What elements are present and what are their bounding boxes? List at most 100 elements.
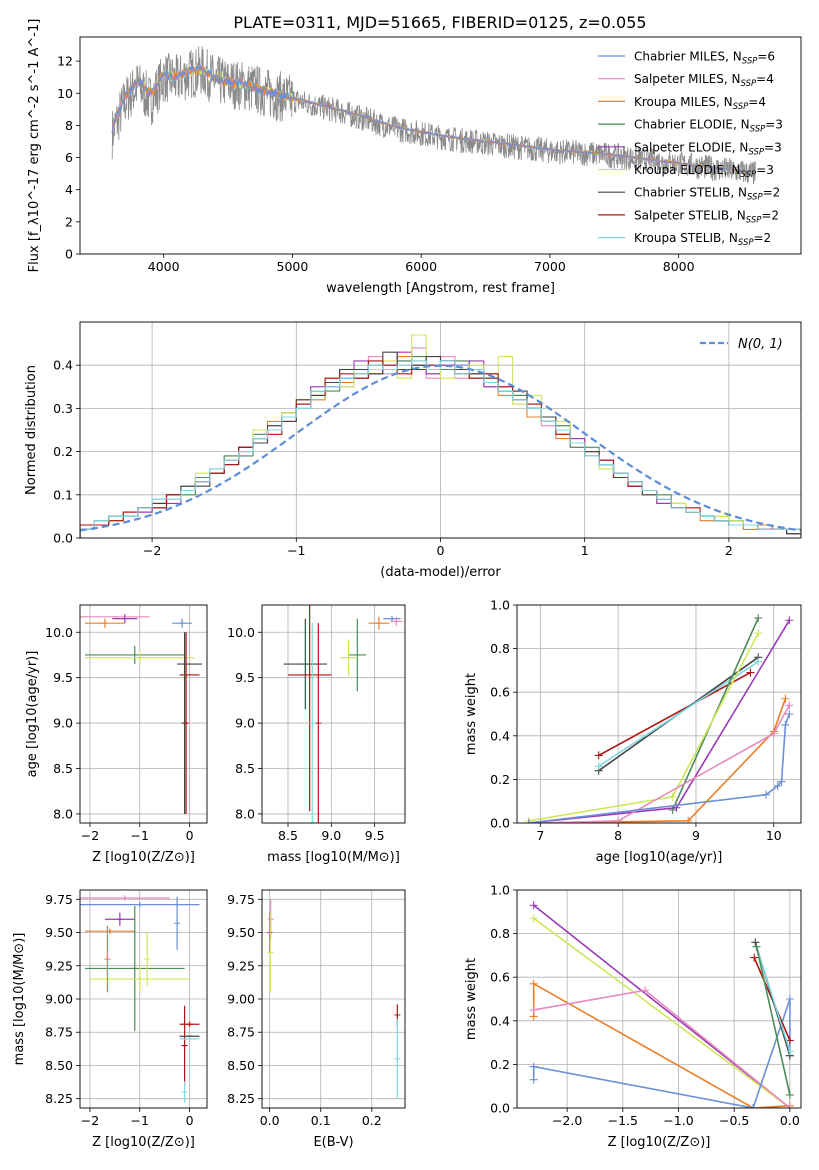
- massweight-vs-age-point-marker: [769, 729, 778, 738]
- massweight-vs-age-point-marker: [614, 816, 623, 823]
- massweight-vs-z-series-line: [533, 917, 791, 1108]
- mass-vs-z-ytick-label: 9.25: [45, 958, 73, 973]
- age-vs-mass-ytick-label: 8.0: [235, 806, 255, 821]
- massweight-vs-age-frame: [516, 604, 802, 824]
- massweight-vs-age-series-line: [540, 704, 791, 823]
- spectrum-axes: 4000 5000 6000 7000 8000 0 2 4 6 8 10 12 wavelength …: [27, 19, 695, 296]
- mass-vs-z-ytick-label: 9.75: [45, 892, 73, 907]
- mass-vs-ebv-ytick-label: 9.50: [227, 925, 255, 940]
- mass-vs-z-xtick-label: −2: [81, 1113, 99, 1128]
- age-vs-z-ytick-label: 9.0: [53, 716, 73, 731]
- spectrum-xtick-label: 6000: [405, 259, 437, 274]
- massweight-vs-age-series-line: [598, 671, 751, 757]
- age-vs-z-ytick-label: 9.5: [53, 670, 73, 685]
- spectrum-ytick-label: 4: [65, 182, 73, 197]
- histogram-xlabel: (data-model)/error: [380, 565, 501, 580]
- histogram-ytick-label: 0.4: [53, 358, 73, 373]
- age-vs-z-ylabel: age [log10(age/yr)]: [25, 651, 40, 778]
- mass-vs-z-axes: −2 −1 0 8.25 8.50 8.75 9.00 9.25 9.50 9.75 Z [log1…: [12, 890, 207, 1150]
- histogram-ytick-label: 0.0: [53, 531, 73, 546]
- histogram-axes: −2 −1 0 1 2 0.0 0.1 0.2 0.3 0.4 (data-model)/error…: [24, 322, 801, 580]
- massweight-vs-age-point-marker: [668, 792, 677, 801]
- massweight-vs-z-ytick-label: 0.2: [490, 1057, 510, 1072]
- spectrum-ylabel: Flux [f_λ10^-17 erg cm^-2 s^-1 A^-1]: [27, 19, 42, 273]
- age-vs-z-ytick-label: 10.0: [45, 625, 73, 640]
- legend-label: Chabrier MILES, NSSP=6: [634, 50, 775, 67]
- age-vs-mass-xtick-label: 9.0: [321, 828, 341, 843]
- massweight-vs-z-series-line: [532, 982, 790, 1108]
- massweight-vs-age-point-marker: [536, 819, 545, 823]
- histogram-step-line: [80, 360, 801, 538]
- massweight-vs-age-point-marker: [754, 657, 763, 666]
- massweight-vs-z-xtick-label: −1.0: [663, 1113, 693, 1128]
- massweight-vs-age-ytick-label: 0.2: [490, 772, 510, 787]
- legend-label: N(0, 1): [738, 337, 783, 352]
- age-vs-mass-xtick-label: 9.5: [365, 828, 385, 843]
- spectrum-legend: Chabrier MILES, NSSP=6 Salpeter MILES, NS…: [598, 50, 783, 248]
- mass-vs-ebv-xtick-label: 0.1: [311, 1113, 331, 1128]
- massweight-vs-z-ytick-label: 1.0: [490, 883, 510, 898]
- mass-vs-z-ytick-label: 9.00: [45, 992, 73, 1007]
- massweight-vs-z-xlabel: Z [log10(Z/Z⊙)]: [608, 1135, 711, 1150]
- legend-label: Chabrier ELODIE, NSSP=3: [634, 118, 783, 135]
- massweight-vs-age-ytick-label: 0.8: [490, 641, 510, 656]
- massweight-vs-age-series-line: [528, 713, 791, 823]
- massweight-vs-z-point-marker: [749, 1104, 758, 1108]
- massweight-vs-z-series-line: [755, 946, 791, 1052]
- massweight-vs-age-xtick-label: 7: [536, 828, 544, 843]
- mass-vs-ebv-xtick-label: 0.0: [260, 1113, 280, 1128]
- massweight-vs-age-ytick-label: 1.0: [490, 598, 510, 613]
- histogram-xtick-label: −2: [143, 543, 161, 558]
- mass-vs-z-xtick-label: −1: [131, 1113, 149, 1128]
- legend-label: Salpeter MILES, NSSP=4: [634, 72, 774, 89]
- massweight-vs-z-ytick-label: 0.6: [490, 970, 510, 985]
- histogram-xtick-label: −1: [287, 543, 305, 558]
- massweight-vs-age-axes: 7 8 9 10 0.0 0.2 0.4 0.6 0.8 1.0 age [log10(age/yr…: [464, 598, 801, 865]
- spectrum-ytick-label: 10: [57, 86, 73, 101]
- massweight-vs-z-point-marker: [751, 938, 760, 947]
- age-vs-mass-xtick-label: 8.5: [278, 828, 298, 843]
- mass-vs-ebv-frame: [261, 889, 406, 1109]
- spectrum-frame: [79, 36, 802, 255]
- mass-vs-ebv-xtick-label: 0.2: [362, 1113, 382, 1128]
- massweight-vs-z-point-marker: [785, 1090, 794, 1099]
- spectrum-xtick-label: 4000: [148, 259, 180, 274]
- massweight-vs-z-point-marker: [785, 1047, 794, 1056]
- mass-vs-ebv-ytick-label: 9.00: [227, 992, 255, 1007]
- massweight-vs-age-point-marker: [594, 751, 603, 760]
- mass-vs-ebv-plot-area: [266, 899, 401, 1099]
- age-vs-z-xtick-label: −1: [131, 828, 149, 843]
- massweight-vs-z-point-marker: [641, 986, 650, 995]
- figure-title: PLATE=0311, MJD=51665, FIBERID=0125, z=0…: [233, 13, 646, 32]
- histogram-normal-curve: [80, 364, 801, 532]
- massweight-vs-z-ytick-label: 0.8: [490, 926, 510, 941]
- mass-vs-ebv-ytick-label: 8.50: [227, 1058, 255, 1073]
- legend-label: Kroupa STELIB, NSSP=2: [634, 231, 771, 248]
- age-vs-z-xtick-label: −2: [81, 828, 99, 843]
- massweight-vs-age-xtick-label: 8: [614, 828, 622, 843]
- massweight-vs-z-xtick-label: −0.5: [719, 1113, 749, 1128]
- massweight-vs-age-ytick-label: 0.0: [490, 816, 510, 831]
- massweight-vs-age-point-marker: [773, 781, 782, 790]
- legend-label: Chabrier STELIB, NSSP=2: [634, 186, 780, 203]
- massweight-vs-age-point-marker: [781, 694, 790, 703]
- mass-vs-z-ytick-label: 8.25: [45, 1091, 73, 1106]
- histogram-ylabel: Normed distribution: [24, 365, 39, 495]
- mass-vs-z-ytick-label: 9.50: [45, 925, 73, 940]
- massweight-vs-age-point-marker: [594, 762, 603, 771]
- legend-label: Salpeter ELODIE, NSSP=3: [634, 140, 782, 157]
- spectrum-xtick-label: 7000: [534, 259, 566, 274]
- legend-label: Kroupa MILES, NSSP=4: [634, 95, 766, 112]
- histogram-frame: [79, 321, 802, 539]
- mass-vs-ebv-ytick-label: 9.75: [227, 892, 255, 907]
- massweight-vs-z-ytick-label: 0.0: [490, 1101, 510, 1116]
- age-vs-z-xtick-label: 0: [186, 828, 194, 843]
- massweight-vs-age-point-marker: [781, 720, 790, 729]
- massweight-vs-z-series-line: [532, 998, 791, 1108]
- spectrum-ytick-label: 6: [65, 150, 73, 165]
- age-vs-z-frame: [79, 604, 208, 824]
- massweight-vs-z-point-marker: [529, 1005, 538, 1014]
- massweight-vs-age-point-marker: [684, 816, 693, 823]
- massweight-vs-age-xtick-label: 9: [692, 828, 700, 843]
